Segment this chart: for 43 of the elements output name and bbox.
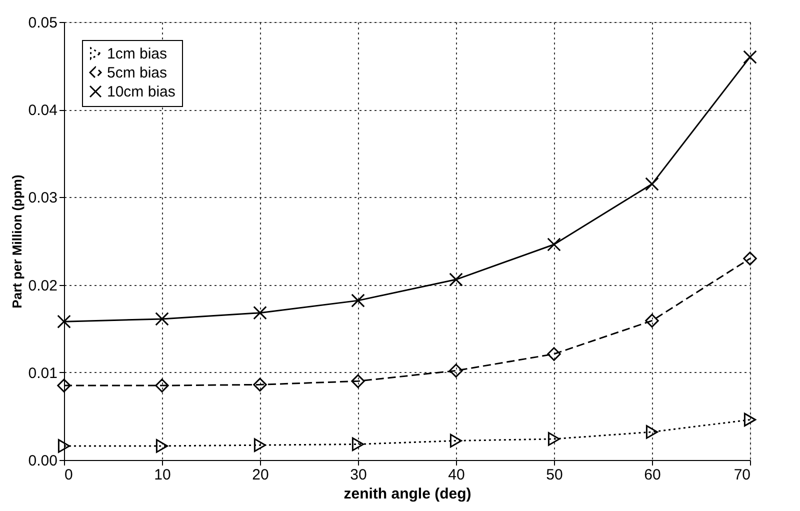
point	[449, 364, 463, 378]
point	[254, 438, 266, 452]
point	[645, 314, 659, 328]
x-tick-label: 0	[64, 466, 73, 484]
x-tick-label: 60	[644, 466, 661, 484]
point	[548, 432, 560, 446]
y-tick-label: 0.05	[28, 14, 58, 32]
x-tick-label: 10	[154, 466, 171, 484]
x-axis-title: zenith angle (deg)	[344, 486, 472, 502]
legend-label: 1cm bias	[107, 46, 168, 62]
point	[253, 306, 267, 320]
y-tick-label: 0.03	[28, 190, 58, 207]
point	[351, 374, 365, 388]
point	[351, 294, 365, 308]
point	[744, 412, 756, 427]
point	[155, 312, 169, 326]
point	[547, 238, 561, 252]
legend-label: 10cm bias	[107, 84, 176, 100]
point	[743, 252, 757, 266]
y-tick-label: 0.04	[28, 102, 58, 120]
y-tick-label: 0.00	[28, 452, 58, 470]
point	[645, 177, 659, 191]
x-tick-label: 50	[546, 466, 563, 484]
point	[450, 434, 462, 448]
point	[743, 50, 757, 64]
point	[646, 425, 658, 439]
point	[449, 272, 463, 286]
point	[155, 378, 169, 392]
x-tick-label: 40	[448, 466, 465, 484]
point	[547, 347, 561, 361]
x-tick-label: 70	[734, 466, 750, 484]
y-axis-title: Part per Million (ppm)	[9, 174, 24, 308]
x-tick-label: 20	[252, 466, 269, 484]
point	[156, 439, 168, 453]
legend-label: 5cm bias	[107, 64, 168, 82]
x-tick-label: 30	[350, 466, 367, 484]
point	[57, 314, 71, 328]
point	[352, 437, 364, 452]
point	[57, 378, 71, 392]
y-tick-label: 0.01	[28, 364, 58, 382]
point	[253, 378, 267, 392]
y-tick-label: 0.02	[28, 277, 58, 294]
point	[58, 439, 70, 453]
